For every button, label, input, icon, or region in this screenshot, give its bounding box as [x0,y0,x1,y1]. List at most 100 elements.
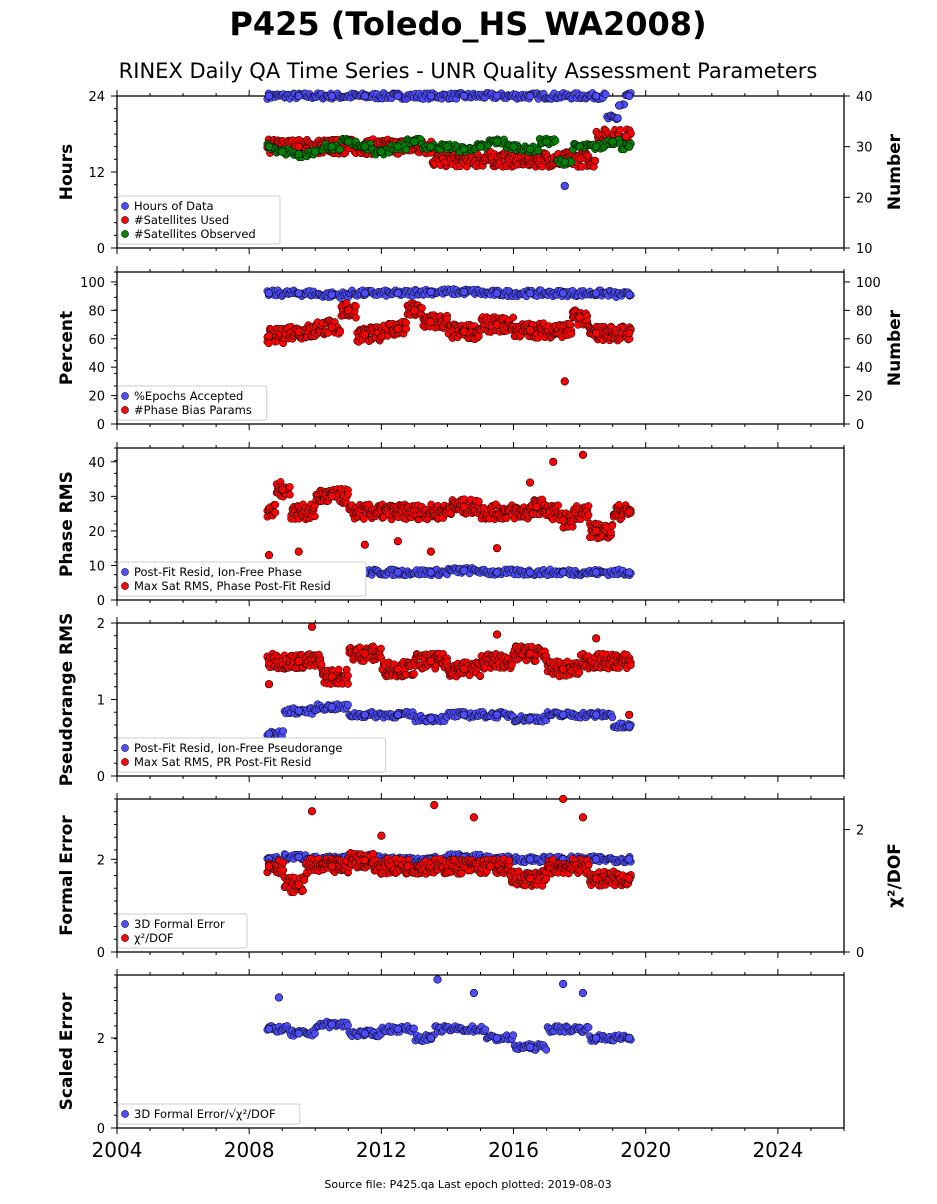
data-point [280,727,287,734]
right-y-tick-label: 40 [856,90,873,105]
y-tick-label: 0 [97,418,105,433]
data-point [378,148,386,156]
data-point [493,290,501,298]
data-point [370,850,377,857]
legend: Post-Fit Resid, Ion-Free PseudorangeMax … [118,738,386,772]
y-tick-label: 80 [88,304,105,319]
data-point [344,491,351,498]
data-point [526,92,534,100]
data-point [493,321,501,329]
y-axis-label: Phase RMS [57,471,77,577]
data-point [475,498,482,505]
data-point [265,730,273,738]
data-point [427,288,435,296]
data-point [427,657,435,665]
data-point [394,290,402,298]
data-point [543,138,551,146]
data-point [535,147,542,154]
data-point [526,145,534,153]
legend-label: #Satellites Observed [134,227,256,241]
data-point [592,329,600,337]
y-axis-label: Hours [57,144,77,201]
data-point [561,182,569,190]
data-point [506,857,513,864]
data-point [403,146,410,153]
data-point [328,143,336,151]
data-point [295,548,303,556]
data-point [344,672,351,679]
data-point [625,92,633,100]
data-point [328,291,336,299]
data-point [345,138,353,146]
data-point [311,148,319,156]
data-point [559,795,567,803]
data-point [561,158,569,166]
data-point [510,314,517,321]
data-point [592,143,600,151]
data-point [615,102,623,110]
data-point [568,330,575,337]
legend-label: Max Sat RMS, PR Post-Fit Resid [134,755,311,769]
data-point [533,503,541,511]
data-point [344,680,351,687]
y-tick-label: 0 [97,770,105,785]
data-point [295,707,303,715]
y-tick-label: 20 [88,525,105,540]
data-point [592,635,600,643]
legend: Hours of Data#Satellites Used#Satellites… [118,196,280,244]
data-point [493,631,501,639]
legend-marker [121,406,128,413]
data-point [609,714,616,721]
right-y-tick-label: 60 [856,333,873,348]
series--phase-bias-params [264,299,635,385]
y-axis-label: Pseudorange RMS [57,613,77,787]
data-point [559,517,567,525]
data-point [559,665,567,673]
right-y-tick-label: 80 [856,304,873,319]
data-point [526,855,534,863]
data-point [625,329,633,337]
data-point [579,451,587,459]
legend-marker [121,920,128,927]
data-point [609,138,617,146]
data-point [625,291,633,299]
data-point [335,666,342,673]
data-point [352,314,359,321]
legend-label: #Phase Bias Params [134,403,252,417]
data-point [559,569,567,577]
data-point [394,711,402,719]
y-tick-label: 30 [88,490,105,505]
data-point [460,665,468,673]
data-point [625,722,633,730]
data-point [592,569,600,577]
data-point [404,863,412,871]
data-point [526,715,534,723]
data-point [272,501,279,508]
data-point [295,657,303,665]
data-point [265,551,273,559]
data-point [625,569,633,577]
data-point [579,814,587,822]
data-point [526,875,534,883]
data-point [592,527,600,535]
data-point [394,143,402,151]
right-y-tick-label: 30 [856,141,873,156]
right-y-axis-label: χ²/DOF [885,843,905,908]
data-point [328,324,336,332]
data-point [625,875,633,883]
data-point [328,92,336,100]
data-point [493,92,501,100]
data-point [295,328,303,336]
data-point [559,711,567,719]
data-point [559,290,567,298]
y-tick-label: 0 [97,242,105,257]
data-point [561,378,569,386]
data-point [286,491,293,498]
data-point [377,645,384,652]
legend: %Epochs Accepted#Phase Bias Params [118,386,267,420]
data-point [272,509,279,516]
legend-marker [121,582,128,589]
